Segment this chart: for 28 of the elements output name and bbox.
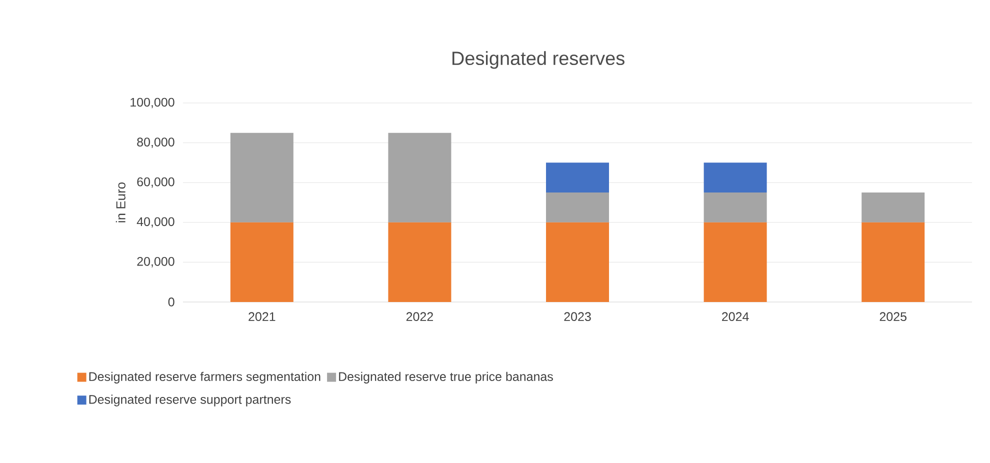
bar (546, 192, 610, 222)
bar (546, 162, 610, 193)
bar (704, 192, 767, 222)
x-tick-label: 2025 (880, 312, 906, 322)
y-tick-label: 20,000 (137, 257, 174, 268)
chart-title: Designated reserves (452, 51, 624, 69)
bar (704, 222, 767, 302)
bar (388, 132, 452, 222)
x-tick-label: 2023 (564, 312, 591, 322)
y-tick-label: 0 (168, 298, 174, 306)
y-tick-label: 100,000 (130, 98, 174, 108)
x-tick-label: 2022 (406, 312, 433, 322)
bar (862, 192, 925, 222)
bar (546, 222, 610, 302)
bar (862, 222, 925, 302)
y-tick-label: 60,000 (137, 177, 174, 188)
x-tick-label: 2024 (722, 312, 749, 322)
bar (704, 162, 767, 193)
legend-label: Designated reserve true price bananas (339, 372, 553, 384)
bar (230, 132, 294, 222)
legend-label: Designated reserve support partners (89, 394, 291, 406)
y-tick-label: 40,000 (136, 217, 174, 228)
legend-label: Designated reserve farmers segmentation (89, 372, 320, 384)
x-tick-label: 2021 (248, 312, 276, 322)
bar (230, 222, 294, 302)
y-tick-label: 80,000 (137, 138, 174, 148)
y-axis-title: in Euro (116, 182, 126, 222)
bar (388, 222, 452, 302)
